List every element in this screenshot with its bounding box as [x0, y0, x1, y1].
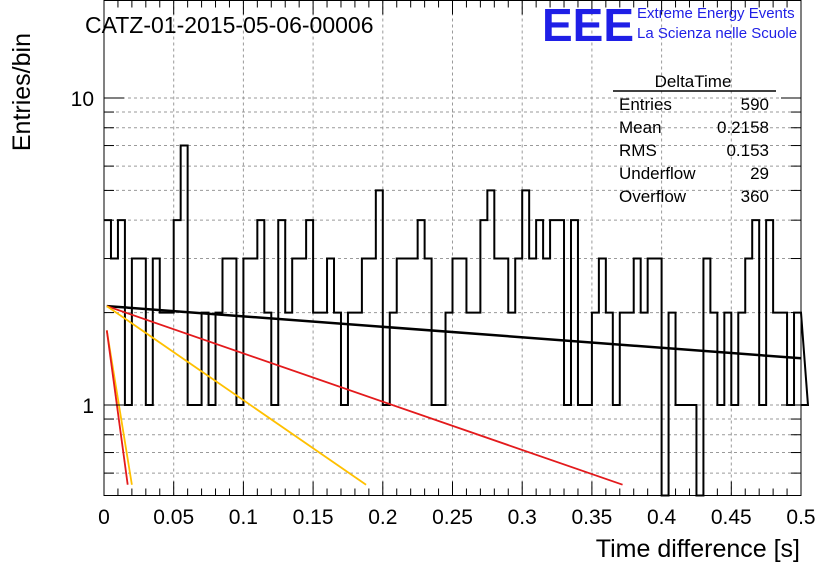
x-tick-label: 0.05: [153, 506, 194, 529]
y-tick-label: 1: [82, 395, 94, 418]
fit-curve-5: [105, 330, 129, 485]
eee-logo: EEE Extreme Energy Events La Scienza nel…: [542, 0, 797, 51]
stats-label-mean: Mean: [619, 118, 662, 137]
x-tick-label: 0.5: [786, 506, 815, 529]
stats-value-mean: 0.2158: [717, 118, 769, 137]
stats-value-rms: 0.153: [726, 141, 769, 160]
x-tick-label: 0.35: [571, 506, 612, 529]
y-axis-title: Entries/bin: [8, 33, 36, 151]
x-tick-label: 0.3: [508, 506, 537, 529]
stats-title: DeltaTime: [655, 72, 732, 91]
eee-logo-mark: EEE: [542, 0, 634, 51]
x-tick-label: 0.4: [647, 506, 677, 529]
fit-curve-1: [106, 304, 802, 360]
stats-value-overflow: 360: [741, 187, 769, 206]
chart-title: CATZ-01-2015-05-06-00006: [85, 12, 374, 38]
stats-label-entries: Entries: [619, 95, 672, 114]
x-axis-title: Time difference [s]: [596, 535, 800, 563]
stats-box: DeltaTime Entries 590 Mean 0.2158 RMS 0.…: [613, 72, 776, 206]
x-tick-label: 0.15: [293, 506, 334, 529]
stats-label-underflow: Underflow: [619, 164, 696, 183]
x-tick-label: 0.45: [711, 506, 752, 529]
fit-curve-2: [106, 305, 623, 486]
stats-value-entries: 590: [741, 95, 769, 114]
axis-ticks: [103, 0, 802, 496]
stats-label-overflow: Overflow: [619, 187, 687, 206]
x-tick-label: 0: [98, 506, 110, 529]
y-tick-label: 10: [71, 88, 94, 111]
x-tick-label: 0.2: [368, 506, 397, 529]
stats-label-rms: RMS: [619, 141, 657, 160]
x-tick-label: 0.25: [432, 506, 473, 529]
grid: [104, 0, 801, 496]
fit-curve-3: [106, 305, 367, 486]
eee-logo-line2: La Scienza nelle Scuole: [637, 25, 797, 42]
x-tick-label: 0.1: [229, 506, 258, 529]
stats-value-underflow: 29: [750, 164, 769, 183]
fit-curves: [105, 304, 802, 486]
tick-labels: 0 0.05 0.1 0.15 0.2 0.25 0.3 0.35 0.4 0.45 0.5 1 10: [71, 88, 816, 529]
eee-logo-line1: Extreme Energy Events: [637, 5, 795, 22]
